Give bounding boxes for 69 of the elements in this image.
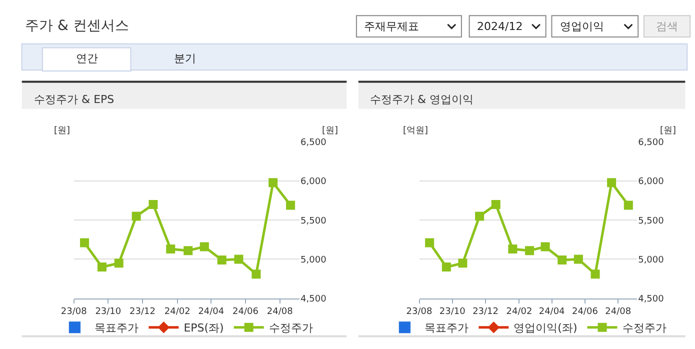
point bbox=[286, 200, 296, 210]
point bbox=[268, 178, 278, 188]
text: 5,000 bbox=[638, 255, 664, 266]
x-tick-label: 24/06 bbox=[572, 307, 598, 318]
y2-axis-title: [원] bbox=[660, 126, 676, 136]
point bbox=[525, 246, 534, 256]
point bbox=[475, 212, 484, 221]
text: 분기 bbox=[174, 52, 196, 65]
legend-label: 영업이익(좌) bbox=[514, 322, 578, 335]
x-tick-label: 23/10 bbox=[95, 307, 122, 318]
y2-axis-title: [원] bbox=[322, 126, 338, 136]
text: 4,500 bbox=[638, 294, 664, 304]
x-tick-label: 23/08 bbox=[60, 307, 88, 318]
point bbox=[252, 270, 261, 279]
point bbox=[80, 238, 90, 248]
text: 6,000 bbox=[638, 177, 664, 188]
point bbox=[148, 200, 158, 209]
point bbox=[217, 256, 226, 264]
legend-label: EPS(좌) bbox=[184, 322, 224, 335]
point bbox=[624, 200, 633, 210]
chart-title: 수정주가 & 영업이익 bbox=[370, 93, 474, 106]
x-tick-label: 23/08 bbox=[406, 307, 432, 318]
chart-title: 수정주가 & EPS bbox=[34, 93, 114, 106]
x-tick-label: 24/04 bbox=[538, 307, 566, 318]
x-tick-label: 24/04 bbox=[198, 307, 224, 318]
point bbox=[132, 212, 141, 221]
point bbox=[442, 262, 451, 272]
point bbox=[491, 200, 500, 209]
point bbox=[234, 254, 244, 264]
text: 6,500 bbox=[300, 138, 326, 148]
text: 5,500 bbox=[638, 216, 664, 226]
text: 영업이익 bbox=[560, 20, 604, 33]
text: 주재무제표 bbox=[364, 20, 419, 33]
x-tick-label: 23/10 bbox=[439, 307, 466, 318]
text: 연간 bbox=[76, 52, 98, 65]
x-tick-label: 24/08 bbox=[605, 307, 632, 318]
point bbox=[540, 242, 550, 252]
text: 5,000 bbox=[300, 255, 326, 266]
legend-label: 수정주가 bbox=[622, 322, 666, 335]
legend-label: 수정주가 bbox=[268, 322, 313, 335]
point bbox=[558, 256, 567, 264]
x-tick-label: 24/02 bbox=[164, 307, 190, 318]
x-tick-label: 24/08 bbox=[266, 307, 294, 318]
text: 2024/12 bbox=[477, 20, 523, 33]
point bbox=[590, 270, 600, 279]
text: 주가 & 컨센서스 bbox=[25, 18, 129, 34]
y-axis-title: [억원] bbox=[403, 126, 428, 136]
point bbox=[574, 254, 583, 264]
text: 검색 bbox=[656, 20, 678, 33]
text: 5,500 bbox=[300, 216, 326, 226]
point bbox=[97, 262, 106, 272]
point bbox=[425, 238, 434, 248]
point bbox=[458, 258, 468, 268]
legend-label: 목표주가 bbox=[94, 322, 139, 335]
text: 6,500 bbox=[638, 138, 664, 148]
point bbox=[508, 244, 518, 254]
x-tick-label: 23/12 bbox=[472, 307, 499, 318]
text: 4,500 bbox=[300, 294, 326, 304]
point bbox=[184, 246, 193, 256]
point bbox=[607, 178, 616, 188]
text: 6,000 bbox=[300, 177, 326, 188]
point bbox=[166, 244, 176, 254]
x-tick-label: 23/12 bbox=[130, 307, 156, 318]
x-tick-label: 24/06 bbox=[232, 307, 259, 318]
y-axis-title: [원] bbox=[54, 126, 70, 136]
x-tick-label: 24/02 bbox=[506, 307, 532, 318]
point bbox=[114, 258, 124, 268]
point bbox=[200, 242, 209, 252]
legend-label: 목표주가 bbox=[424, 322, 469, 335]
